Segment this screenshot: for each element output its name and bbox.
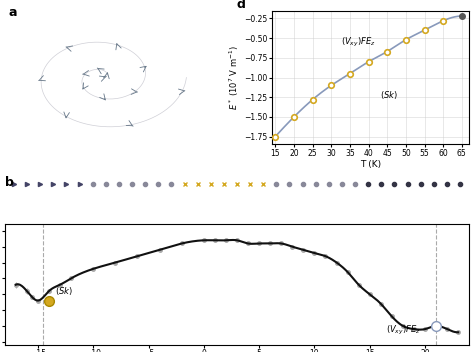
Text: $(V_{xy})FE_z$: $(V_{xy})FE_z$	[341, 36, 375, 49]
Text: d: d	[236, 0, 245, 11]
Text: $(Sk)$: $(Sk)$	[380, 89, 398, 101]
X-axis label: T (K): T (K)	[360, 161, 381, 169]
Text: b: b	[5, 176, 14, 189]
Text: a: a	[9, 6, 18, 19]
Y-axis label: $E^*$ (10$^7$ V m$^{-1}$): $E^*$ (10$^7$ V m$^{-1}$)	[228, 45, 241, 110]
Text: $(V_{xy})FE_z$: $(V_{xy})FE_z$	[386, 324, 421, 337]
Text: $(Sk)$: $(Sk)$	[55, 285, 73, 297]
